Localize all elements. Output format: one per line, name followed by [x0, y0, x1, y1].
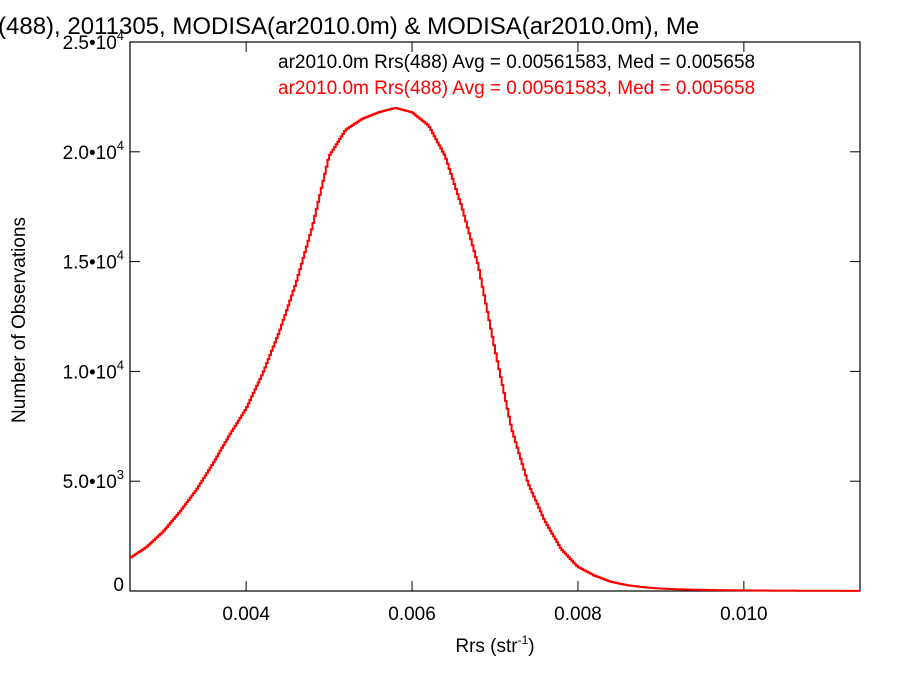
- x-tick-label: 0.006: [388, 604, 436, 625]
- x-axis-label-main: Rrs (str: [455, 636, 518, 657]
- x-tick-label: 0.010: [720, 604, 768, 625]
- y-tick-label: 2.0•104: [63, 138, 124, 164]
- y-tick-label-base: 2.5•10: [63, 33, 117, 54]
- y-tick-label-base: 1.0•10: [63, 362, 117, 383]
- series-group: [130, 107, 860, 592]
- y-tick-label-exponent: 4: [117, 248, 124, 263]
- y-tick-label: 5.0•103: [63, 467, 124, 493]
- y-tick-label: 1.5•104: [63, 248, 124, 274]
- y-tick-label-base: 1.5•10: [63, 253, 117, 274]
- axes: 0.004 0.006 0.008 0.01005.0•1031.0•1041.5•1…: [63, 28, 861, 625]
- histogram-series-line: [130, 107, 860, 592]
- plot-frame: [129, 41, 861, 592]
- legend-entry: ar2010.0m Rrs(488) Avg = 0.00561583, Med…: [278, 78, 755, 99]
- x-tick-label: 0.008: [554, 604, 602, 625]
- y-tick-label-exponent: 4: [117, 357, 124, 372]
- y-tick-label-exponent: 3: [117, 467, 124, 482]
- y-tick-label-base: 0: [113, 575, 124, 596]
- x-axis-label: Rrs (str-1): [455, 633, 534, 657]
- y-tick-label: 2.5•104: [63, 28, 124, 54]
- legend-entry: ar2010.0m Rrs(488) Avg = 0.00561583, Med…: [278, 52, 755, 73]
- x-axis-label-tail: ): [528, 636, 534, 657]
- y-tick-label-exponent: 4: [117, 138, 124, 153]
- y-tick-label: 0: [113, 575, 124, 596]
- x-tick-label: 0.004: [222, 604, 270, 625]
- y-tick-label-base: 5.0•10: [63, 472, 117, 493]
- y-axis-label: Number of Observations: [9, 217, 30, 423]
- legend: ar2010.0m Rrs(488) Avg = 0.00561583, Med…: [278, 52, 755, 99]
- y-tick-label-exponent: 4: [117, 28, 124, 43]
- y-tick-label: 1.0•104: [63, 357, 124, 383]
- chart-title: (488), 2011305, MODISA(ar2010.0m) & MODI…: [0, 13, 699, 40]
- y-tick-label-base: 2.0•10: [63, 143, 117, 164]
- x-axis-label-superscript: -1: [518, 633, 529, 647]
